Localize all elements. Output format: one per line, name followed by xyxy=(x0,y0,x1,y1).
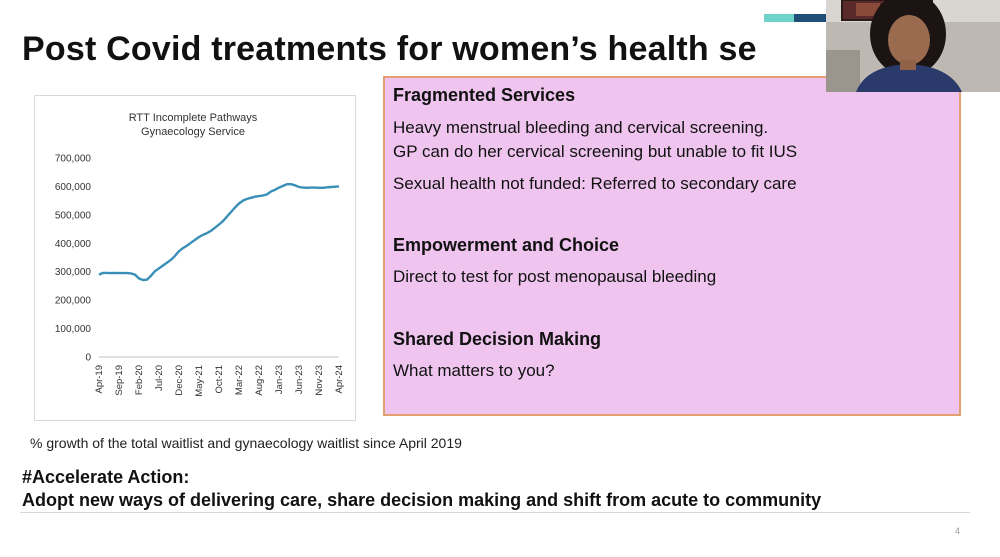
y-tick-label: 0 xyxy=(85,353,91,364)
x-tick-label: Jun-23 xyxy=(294,365,305,394)
accent-bar-teal xyxy=(764,14,794,22)
x-tick-label: Aug-22 xyxy=(254,365,265,396)
slide-title: Post Covid treatments for women’s health… xyxy=(22,30,757,68)
x-tick-label: May-21 xyxy=(194,365,205,397)
divider-line xyxy=(20,512,970,513)
chart-caption: % growth of the total waitlist and gynae… xyxy=(30,435,462,451)
x-axis-labels: Apr-19 Sep-19 Feb-20 Jul-20 Dec-20 May-21 Oct-… xyxy=(94,365,345,397)
fragmented-services-line-3: Sexual health not funded: Referred to se… xyxy=(393,174,797,193)
x-tick-label: Nov-23 xyxy=(314,365,325,396)
fragmented-services-line-1: Heavy menstrual bleeding and cervical sc… xyxy=(393,118,769,137)
series-line xyxy=(98,182,340,282)
info-panel: Fragmented Services Heavy menstrual blee… xyxy=(383,76,961,416)
x-tick-label: Oct-21 xyxy=(214,365,225,394)
x-tick-label: Jan-23 xyxy=(274,365,285,394)
page-number: 4 xyxy=(955,526,961,536)
plot-area xyxy=(98,182,340,358)
y-tick-label: 100,000 xyxy=(55,324,92,335)
fragmented-services-line-2: GP can do her cervical screening but una… xyxy=(393,142,798,161)
presenter-video-thumbnail[interactable] xyxy=(826,0,1000,92)
y-axis-labels: 0 100,000 200,000 300,000 400,000 500,000 600,… xyxy=(55,154,92,364)
shared-decision-heading: Shared Decision Making xyxy=(393,329,602,349)
y-tick-label: 700,000 xyxy=(55,154,92,165)
waitlist-chart: RTT Incomplete Pathways Gynaecology Serv… xyxy=(34,95,356,421)
x-tick-label: Feb-20 xyxy=(134,365,145,395)
accent-bar-navy xyxy=(794,14,826,22)
empowerment-heading: Empowerment and Choice xyxy=(393,235,620,255)
y-tick-label: 500,000 xyxy=(55,210,92,221)
x-tick-label: Sep-19 xyxy=(114,365,125,396)
x-tick-label: Dec-20 xyxy=(174,365,185,396)
chart-title-line1: RTT Incomplete Pathways xyxy=(129,112,258,124)
y-tick-label: 200,000 xyxy=(55,296,92,307)
x-tick-label: Jul-20 xyxy=(154,365,165,391)
x-tick-label: Apr-24 xyxy=(334,365,345,394)
presenter-image xyxy=(826,0,1000,92)
chart-title-line2: Gynaecology Service xyxy=(141,126,245,138)
y-tick-label: 400,000 xyxy=(55,239,92,250)
chart-svg: RTT Incomplete Pathways Gynaecology Serv… xyxy=(55,112,345,397)
empowerment-line-1: Direct to test for post menopausal bleed… xyxy=(393,267,717,286)
fragmented-services-heading: Fragmented Services xyxy=(393,85,576,105)
shared-decision-line-1: What matters to you? xyxy=(393,361,555,380)
call-to-action-heading: #Accelerate Action: xyxy=(22,467,190,487)
y-tick-label: 600,000 xyxy=(55,182,92,193)
x-tick-label: Mar-22 xyxy=(234,365,245,395)
x-tick-label: Apr-19 xyxy=(94,365,105,394)
call-to-action-body: Adopt new ways of delivering care, share… xyxy=(22,490,822,510)
y-tick-label: 300,000 xyxy=(55,267,92,278)
